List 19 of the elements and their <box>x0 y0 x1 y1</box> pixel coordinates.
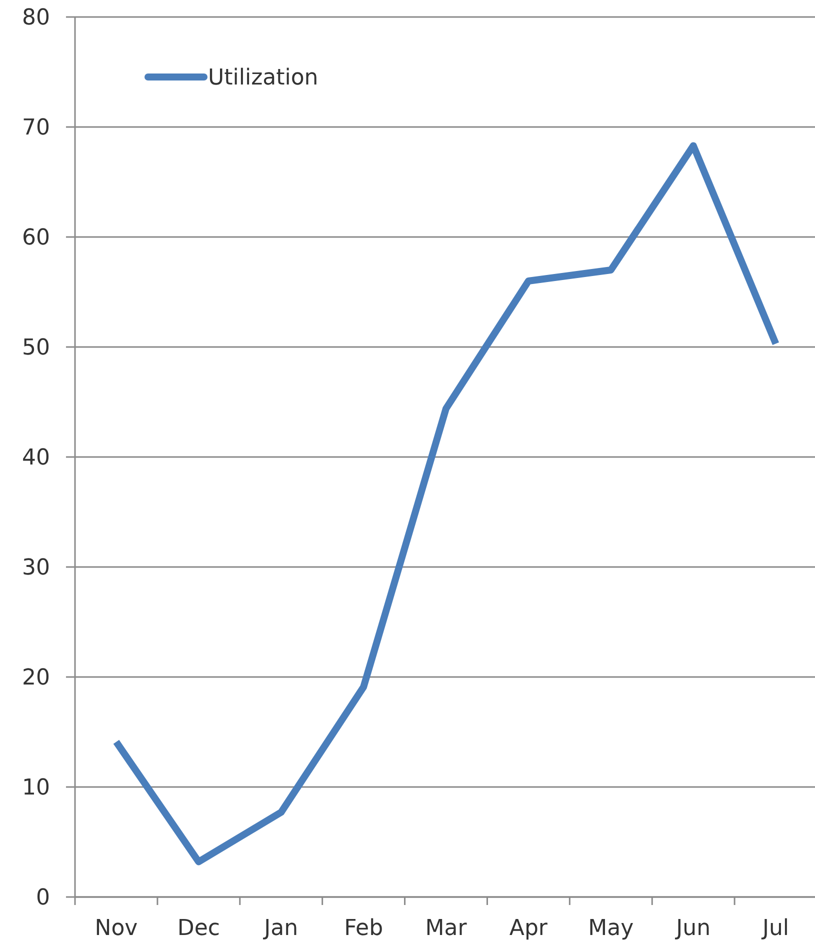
x-tick-label: Apr <box>509 916 548 941</box>
y-tick-label: 30 <box>22 556 50 581</box>
y-tick-label: 10 <box>22 776 50 801</box>
y-tick-label: 50 <box>22 336 50 361</box>
x-tick-label: Nov <box>94 916 138 941</box>
y-tick-label: 20 <box>22 666 50 691</box>
y-tick-label: 40 <box>22 446 50 471</box>
y-tick-label: 0 <box>36 886 50 911</box>
y-tick-label: 80 <box>22 6 50 31</box>
x-tick-label: Jun <box>674 916 711 941</box>
x-tick-label: Jan <box>262 916 298 941</box>
x-tick-label: May <box>588 916 634 941</box>
x-tick-label: Jul <box>760 916 790 941</box>
y-tick-label: 70 <box>22 116 50 141</box>
x-tick-label: Dec <box>177 916 220 941</box>
legend-label: Utilization <box>208 66 318 91</box>
x-tick-label: Feb <box>344 916 384 941</box>
x-tick-label: Mar <box>425 916 468 941</box>
y-tick-label: 60 <box>22 226 50 251</box>
